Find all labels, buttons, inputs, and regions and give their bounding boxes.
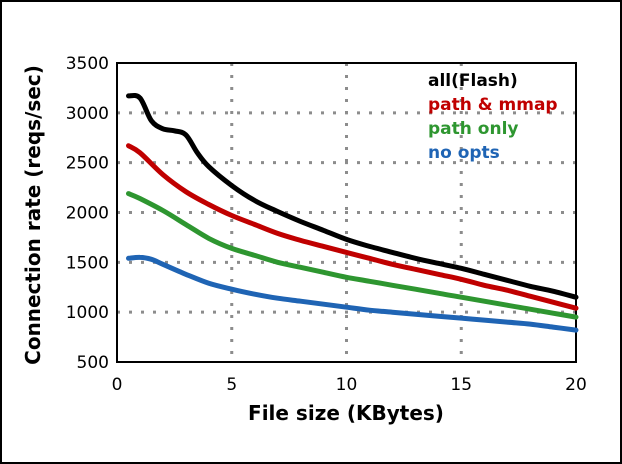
x-tick-label: 0 <box>112 375 123 395</box>
y-tick-label: 500 <box>77 353 109 373</box>
series-line-path-only <box>126 191 579 320</box>
x-tick-labels: 0 5 10 15 20 <box>112 375 587 395</box>
legend-entry: path only <box>428 119 518 139</box>
series-layer <box>126 92 579 333</box>
x-tick-label: 20 <box>565 375 587 395</box>
grid-lines <box>117 63 576 362</box>
series-line-path-mmap <box>126 143 579 311</box>
y-tick-label: 3000 <box>66 104 109 124</box>
series-line-all-flash <box>126 92 579 300</box>
legend-entry: path & mmap <box>428 95 558 115</box>
plot-area-border <box>116 62 577 363</box>
y-tick-label: 2000 <box>66 204 109 224</box>
legend: all(Flash) path & mmap path only no opts <box>428 71 558 163</box>
y-tick-label: 3500 <box>66 54 109 74</box>
series-line-no-opts <box>126 254 579 333</box>
x-tick-label: 15 <box>450 375 472 395</box>
y-tick-labels: 500 1000 1500 2000 2500 3000 3500 <box>66 54 109 373</box>
legend-entry: no opts <box>428 143 500 163</box>
x-tick-label: 5 <box>226 375 237 395</box>
y-axis-label: Connection rate (reqs/sec) <box>21 65 45 365</box>
x-tick-label: 10 <box>336 375 358 395</box>
x-axis-label: File size (KBytes) <box>248 401 444 425</box>
y-tick-label: 2500 <box>66 154 109 174</box>
y-tick-label: 1500 <box>66 253 109 273</box>
y-tick-label: 1000 <box>66 303 109 323</box>
legend-entry: all(Flash) <box>428 71 518 91</box>
